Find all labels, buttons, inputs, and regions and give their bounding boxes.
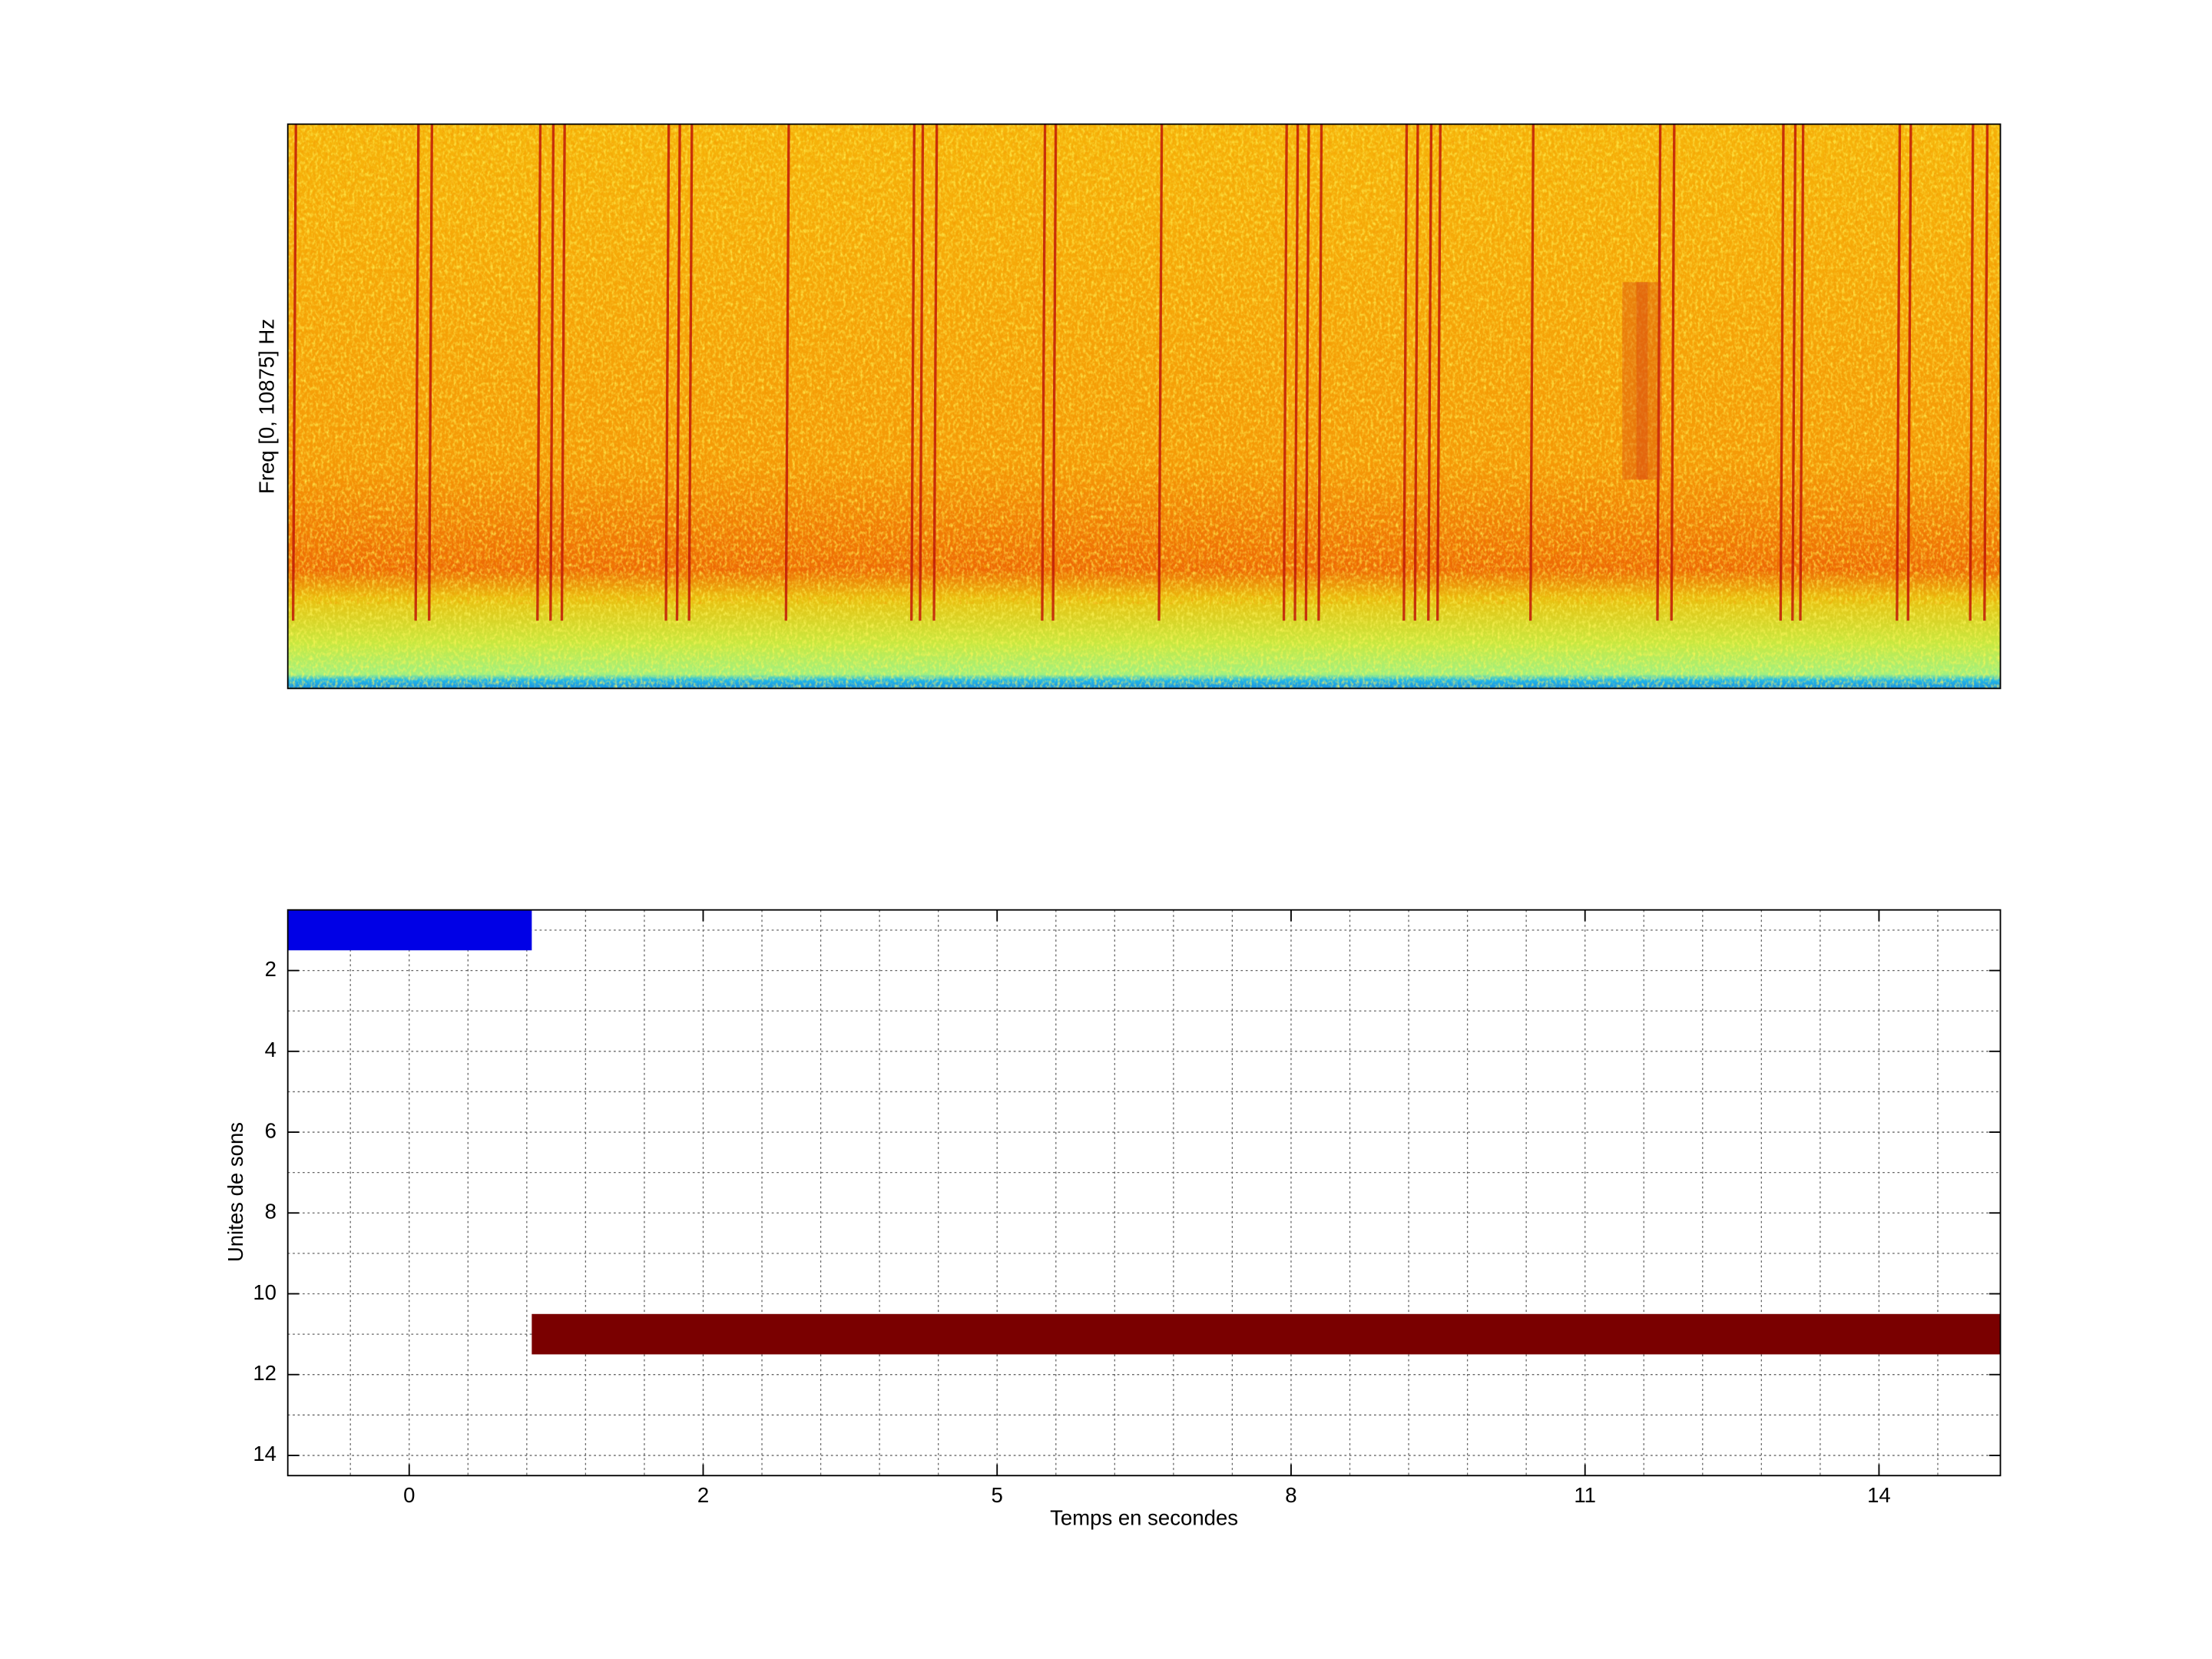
- spectrogram-stripe: [414, 124, 420, 621]
- x-tick-label: 14: [1867, 1483, 1891, 1507]
- y-tick-label: 6: [265, 1118, 276, 1142]
- bar: [287, 909, 532, 951]
- spectrogram-stripe: [784, 124, 790, 621]
- spectrogram-stripe: [1983, 124, 1989, 621]
- spectrogram-stripe: [1529, 124, 1535, 621]
- spectrogram-blob: [1636, 282, 1662, 480]
- x-tick-label: 2: [697, 1483, 709, 1507]
- spectrogram-stripe: [919, 124, 925, 621]
- x-tick-label: 8: [1285, 1483, 1296, 1507]
- spectrogram-stripe: [1282, 124, 1288, 621]
- spectrogram-stripe: [675, 124, 681, 621]
- bar: [531, 1313, 2001, 1355]
- spectrogram-stripe: [1896, 124, 1902, 621]
- spectrogram-stripe: [1791, 124, 1797, 621]
- spectrogram-stripe: [1670, 124, 1676, 621]
- spectrogram-stripe: [1656, 124, 1662, 621]
- spectrogram-stripe: [1779, 124, 1785, 621]
- spectrogram-stripe: [664, 124, 671, 621]
- y-tick-label: 4: [265, 1038, 276, 1061]
- spectrogram-stripe: [687, 124, 694, 621]
- spectrogram-noise: [287, 124, 2001, 604]
- spectrogram-frame: [286, 123, 2002, 690]
- y-tick-label: 12: [253, 1361, 276, 1385]
- spectrogram-stripe: [291, 124, 297, 621]
- spectrogram-stripe: [1157, 124, 1164, 621]
- spectrogram-stripe: [549, 124, 555, 621]
- spectrogram-stripe: [1413, 124, 1419, 621]
- spectrogram-blob: [1622, 282, 1648, 480]
- spectrogram-stripe: [1304, 124, 1310, 621]
- spectrogram-stripe: [1293, 124, 1300, 621]
- spectrogram-stripe: [1402, 124, 1409, 621]
- axes-frame: [286, 909, 2002, 1477]
- spectrogram-stripe: [560, 124, 566, 621]
- spectrogram-stripe: [910, 124, 916, 621]
- spectrogram-y-label: Freq [0, 10875] Hz: [254, 319, 278, 494]
- spectrogram-stripe: [536, 124, 542, 621]
- spectrogram: [287, 124, 2001, 689]
- spectrogram-stripe: [1799, 124, 1805, 621]
- spectrogram-stripe: [1041, 124, 1047, 621]
- x-tick-label: 0: [403, 1483, 415, 1507]
- x-tick-label: 11: [1574, 1483, 1596, 1507]
- y-axis-label: Unites de sons: [224, 1122, 247, 1262]
- spectrogram-stripe: [1969, 124, 1975, 621]
- x-tick-label: 5: [992, 1483, 1003, 1507]
- spectrogram-stripe: [1051, 124, 1058, 621]
- x-axis-label: Temps en secondes: [1050, 1505, 1238, 1529]
- spectrogram-stripe: [1427, 124, 1433, 621]
- y-tick-label: 2: [265, 957, 276, 981]
- spectrogram-stripe: [1906, 124, 1912, 621]
- y-tick-label: 14: [253, 1442, 276, 1465]
- spectrogram-stripe: [428, 124, 434, 621]
- spectrogram-stripe: [1317, 124, 1323, 621]
- spectrogram-stripe: [1435, 124, 1442, 621]
- y-tick-label: 8: [265, 1200, 276, 1224]
- y-tick-label: 10: [253, 1280, 276, 1304]
- spectrogram-stripe: [932, 124, 939, 621]
